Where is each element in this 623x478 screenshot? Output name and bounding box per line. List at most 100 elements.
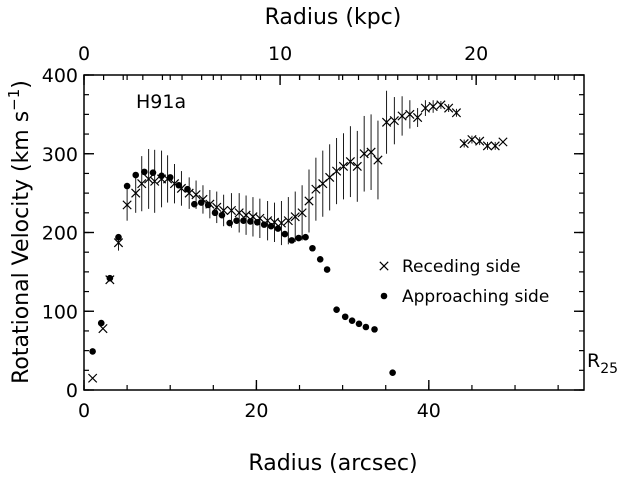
approaching-point [158, 172, 165, 180]
x2-tick-label: 10 [268, 43, 292, 65]
approaching-point [302, 233, 309, 241]
plot-frame [83, 74, 585, 391]
receding-point [137, 179, 147, 189]
receding-point [475, 136, 485, 146]
legend-approaching-label: Approaching side [402, 287, 549, 307]
receding-point [459, 138, 469, 149]
y-tick-label: 100 [42, 301, 78, 323]
approaching-point [281, 230, 289, 238]
approaching-point [132, 171, 140, 179]
receding-point [373, 155, 383, 165]
receding-point [397, 111, 407, 121]
receding-series [87, 100, 508, 383]
receding-point [420, 103, 431, 113]
approaching-point [362, 323, 370, 331]
receding-point [381, 117, 392, 127]
x2-axis-title: Radius (kpc) [265, 5, 402, 30]
receding-point [331, 166, 342, 176]
receding-point [467, 134, 477, 145]
approaching-point [123, 182, 131, 190]
x-tick-label: 20 [244, 400, 268, 422]
approaching-point [371, 326, 378, 333]
approaching-point [218, 211, 226, 219]
receding-point [405, 109, 415, 119]
receding-point [436, 100, 446, 110]
receding-point [451, 108, 462, 118]
receding-point [131, 188, 141, 198]
receding-point [490, 141, 500, 151]
approaching-point [97, 319, 105, 327]
receding-point [359, 149, 369, 159]
receding-point [283, 216, 293, 226]
legend-approaching-marker [380, 292, 388, 300]
approaching-point [355, 320, 363, 328]
y-tick-label: 200 [42, 223, 78, 245]
approaching-point [247, 218, 254, 225]
receding-point [297, 208, 307, 218]
approaching-point [333, 306, 340, 313]
approaching-point [226, 219, 233, 227]
receding-point [345, 157, 356, 167]
approaching-point [288, 237, 296, 244]
y-tick-label: 400 [42, 65, 78, 87]
r25-label: R25 [587, 350, 618, 377]
approaching-point [348, 317, 356, 325]
receding-point [87, 373, 98, 383]
receding-point [191, 190, 201, 200]
approaching-point [184, 185, 191, 193]
approaching-series [89, 168, 396, 376]
approaching-point [253, 218, 261, 226]
approaching-point [260, 221, 268, 228]
receding-point [311, 184, 321, 194]
receding-point [304, 196, 314, 206]
x-axis-title: Radius (arcsec) [248, 451, 417, 476]
receding-point [444, 103, 454, 113]
receding-point [389, 116, 399, 126]
approaching-point [197, 199, 205, 206]
legend: Receding side Approaching side [379, 257, 549, 307]
y-axis-title: Rotational Velocity (km s−1) [5, 80, 34, 384]
x2-tick-label: 20 [464, 43, 488, 65]
approaching-point [389, 369, 396, 376]
approaching-point [316, 255, 324, 263]
receding-point [428, 101, 438, 112]
approaching-point [323, 266, 331, 273]
approaching-point [240, 217, 247, 224]
receding-point [366, 147, 376, 157]
approaching-point [115, 233, 122, 241]
r25-subscript: 25 [600, 361, 618, 377]
approaching-point [106, 274, 114, 282]
x-tick-label: 0 [78, 400, 90, 422]
approaching-point [233, 217, 240, 224]
receding-point [122, 200, 132, 210]
approaching-point [341, 313, 349, 321]
legend-receding-label: Receding side [402, 257, 521, 277]
approaching-point [141, 168, 148, 176]
error-bars [118, 90, 496, 251]
approaching-point [149, 169, 157, 176]
receding-point [234, 208, 244, 218]
legend-receding-marker [379, 261, 389, 271]
receding-point [113, 238, 124, 248]
x2-tick-label: 0 [78, 43, 90, 65]
y-tick-label: 0 [66, 380, 78, 402]
receding-point [290, 212, 300, 222]
approaching-point [204, 201, 212, 209]
receding-point [498, 137, 508, 147]
galaxy-label: H91a [136, 91, 186, 113]
x-tick-label: 40 [417, 400, 441, 422]
approaching-point [166, 174, 174, 181]
approaching-point [175, 181, 183, 189]
minor-ticks [83, 74, 584, 391]
receding-point [338, 161, 349, 171]
receding-point [144, 174, 154, 184]
receding-point [412, 112, 423, 123]
y-axis-title-exponent: −1 [5, 89, 23, 111]
approaching-point [309, 244, 316, 252]
receding-point [226, 205, 237, 216]
receding-point [352, 161, 362, 171]
legend-x-glyph [379, 261, 389, 271]
approaching-point [295, 234, 302, 242]
